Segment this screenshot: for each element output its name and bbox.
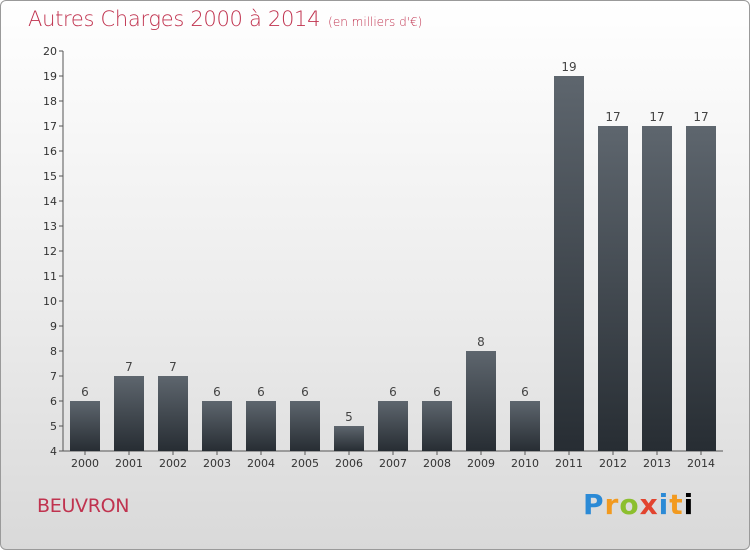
x-tick-label: 2013 xyxy=(643,457,671,470)
x-tick-label: 2005 xyxy=(291,457,319,470)
bar-value-label: 8 xyxy=(477,335,485,349)
x-tick-label: 2003 xyxy=(203,457,231,470)
bar[interactable] xyxy=(642,126,672,451)
bar-value-label: 17 xyxy=(605,110,620,124)
commune-name: BEUVRON xyxy=(37,495,130,517)
logo-letter: P xyxy=(583,488,605,521)
x-tick-label: 2002 xyxy=(159,457,187,470)
bar-value-label: 6 xyxy=(521,385,529,399)
bar-value-label: 6 xyxy=(257,385,265,399)
bar[interactable] xyxy=(114,376,144,451)
x-tick-label: 2001 xyxy=(115,457,143,470)
bar-value-label: 6 xyxy=(81,385,89,399)
x-tick-label: 2000 xyxy=(71,457,99,470)
bar-value-label: 6 xyxy=(301,385,309,399)
bar[interactable] xyxy=(290,401,320,451)
y-tick-label: 6 xyxy=(50,395,57,408)
chart-title: Autres Charges 2000 à 2014 (en milliers d… xyxy=(28,7,422,31)
logo-letter: o xyxy=(619,488,640,521)
bar-value-label: 17 xyxy=(649,110,664,124)
x-tick-label: 2004 xyxy=(247,457,275,470)
x-tick-label: 2012 xyxy=(599,457,627,470)
proxiti-logo[interactable]: Proxiti xyxy=(583,488,694,521)
bar[interactable] xyxy=(158,376,188,451)
bar-value-label: 19 xyxy=(561,60,576,74)
y-tick-label: 17 xyxy=(43,120,57,133)
bar[interactable] xyxy=(510,401,540,451)
bar[interactable] xyxy=(246,401,276,451)
x-tick-label: 2011 xyxy=(555,457,583,470)
y-tick-label: 14 xyxy=(43,195,57,208)
bar[interactable] xyxy=(70,401,100,451)
y-tick-label: 8 xyxy=(50,345,57,358)
bar-value-label: 17 xyxy=(693,110,708,124)
chart-bars: 6 7 7 6 6 6 5 6 6 8 6 19 17 17 17 xyxy=(70,60,716,451)
y-tick-label: 12 xyxy=(43,245,57,258)
y-tick-label: 19 xyxy=(43,70,57,83)
bar-value-label: 5 xyxy=(345,410,353,424)
y-tick-label: 11 xyxy=(43,270,57,283)
bar-value-label: 7 xyxy=(169,360,177,374)
logo-letter: x xyxy=(639,488,659,521)
bar-value-label: 6 xyxy=(389,385,397,399)
bar[interactable] xyxy=(202,401,232,451)
bar-value-label: 6 xyxy=(213,385,221,399)
x-tick-label: 2006 xyxy=(335,457,363,470)
y-tick-label: 20 xyxy=(43,45,57,58)
bar[interactable] xyxy=(598,126,628,451)
chart-unit: (en milliers d'€) xyxy=(328,15,423,29)
chart-title-text: Autres Charges 2000 à 2014 xyxy=(28,7,321,31)
bar[interactable] xyxy=(466,351,496,451)
y-tick-label: 10 xyxy=(43,295,57,308)
x-tick-label: 2008 xyxy=(423,457,451,470)
y-tick-label: 4 xyxy=(50,445,57,458)
bar-value-label: 6 xyxy=(433,385,441,399)
logo-letter: t xyxy=(669,488,684,521)
y-tick-label: 13 xyxy=(43,220,57,233)
bar[interactable] xyxy=(378,401,408,451)
logo-letter: r xyxy=(604,488,620,521)
x-tick-label: 2009 xyxy=(467,457,495,470)
logo-letter: i xyxy=(658,488,670,521)
bar[interactable] xyxy=(554,76,584,451)
y-tick-label: 18 xyxy=(43,95,57,108)
y-tick-label: 9 xyxy=(50,320,57,333)
y-tick-label: 16 xyxy=(43,145,57,158)
x-tick-label: 2010 xyxy=(511,457,539,470)
bar[interactable] xyxy=(334,426,364,451)
y-tick-label: 15 xyxy=(43,170,57,183)
logo-letter: i xyxy=(683,488,695,521)
chart-axes: 4 5 6 7 8 9 10 11 12 13 14 15 16 17 18 19 20 2000 2001 2002… xyxy=(43,45,723,470)
x-tick-label: 2007 xyxy=(379,457,407,470)
y-tick-label: 7 xyxy=(50,370,57,383)
bar[interactable] xyxy=(422,401,452,451)
bar-value-label: 7 xyxy=(125,360,133,374)
y-tick-label: 5 xyxy=(50,420,57,433)
bar[interactable] xyxy=(686,126,716,451)
x-tick-label: 2014 xyxy=(687,457,715,470)
